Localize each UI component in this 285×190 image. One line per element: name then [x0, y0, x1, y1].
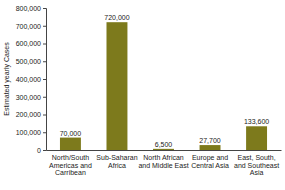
y-tick-label: 800,000: [16, 5, 41, 12]
bar: [106, 22, 127, 150]
y-axis-title: Estimated yearly Cases: [3, 42, 11, 116]
x-tick-label-line: East, South,: [237, 154, 275, 161]
y-tick-mark: [43, 115, 46, 116]
data-label: 70,000: [60, 130, 82, 137]
y-tick-mark: [43, 8, 46, 9]
y-tick: 100,000: [16, 129, 46, 136]
x-tick-label-line: Africa: [108, 162, 126, 169]
y-tick-label: 600,000: [16, 40, 41, 47]
x-tick-label: Sub-SaharanAfrica: [96, 154, 137, 169]
plot: 0 100,000 200,000 300,000 400,000 500,000 600,…: [16, 5, 282, 177]
y-tick: 800,000: [16, 5, 46, 12]
chart: 0 100,000 200,000 300,000 400,000 500,000 600,…: [0, 0, 285, 190]
y-tick-mark: [43, 61, 46, 62]
data-label: 6,500: [155, 141, 173, 148]
y-tick-label: 300,000: [16, 93, 41, 100]
x-axis-line: [47, 150, 282, 151]
x-tick-label: North/SouthAmericas andCarribean: [49, 154, 92, 176]
data-labels: 70,000 720,000 6,500 27,700 133,600: [60, 14, 270, 148]
y-tick: 400,000: [16, 76, 46, 83]
x-tick-label-line: Asia: [250, 169, 264, 176]
y-tick: 300,000: [16, 93, 46, 100]
x-tick: East, South,and SoutheastAsia: [234, 154, 279, 176]
y-axis-line: [43, 9, 47, 151]
x-tick-label: East, South,and SoutheastAsia: [234, 154, 279, 176]
x-tick-label-line: North/South: [52, 154, 89, 161]
x-tick: North/SouthAmericas andCarribean: [49, 154, 92, 176]
y-tick-label: 100,000: [16, 129, 41, 136]
bar: [200, 145, 221, 150]
data-label: 720,000: [104, 14, 129, 21]
y-tick-label: 700,000: [16, 22, 41, 29]
x-tick-label-line: and Middle East: [138, 162, 188, 169]
x-tick-label: Europe andCentral Asia: [191, 154, 229, 169]
y-tick-mark: [43, 26, 46, 27]
x-tick: Europe andCentral Asia: [191, 154, 229, 169]
y-axis: 0 100,000 200,000 300,000 400,000 500,000 600,…: [16, 5, 47, 154]
data-label: 27,700: [199, 137, 221, 144]
y-tick-mark: [43, 44, 46, 45]
x-tick: North Africanand Middle East: [138, 154, 188, 169]
y-tick-label: 0: [37, 147, 41, 154]
x-tick-label-line: Central Asia: [191, 162, 229, 169]
y-tick-label: 400,000: [16, 76, 41, 83]
y-tick: 0: [37, 147, 46, 154]
y-tick: 200,000: [16, 111, 46, 118]
y-tick-label: 500,000: [16, 58, 41, 65]
x-tick-label-line: North African: [143, 154, 184, 161]
x-tick: Sub-SaharanAfrica: [96, 154, 137, 169]
x-tick-label-line: and Southeast: [234, 162, 279, 169]
x-tick-label-line: Sub-Saharan: [96, 154, 137, 161]
y-tick-mark: [43, 79, 46, 80]
x-axis: North/SouthAmericas andCarribean Sub-Saha…: [47, 151, 282, 177]
bar: [246, 126, 267, 150]
y-tick-mark: [43, 132, 46, 133]
y-tick-label: 200,000: [16, 111, 41, 118]
bars: [60, 22, 267, 150]
y-tick-mark: [43, 97, 46, 98]
x-tick-label-line: Americas and: [49, 162, 92, 169]
y-tick: 700,000: [16, 22, 46, 29]
bar: [153, 149, 174, 150]
y-tick: 600,000: [16, 40, 46, 47]
y-tick: 500,000: [16, 58, 46, 65]
x-tick-label: North Africanand Middle East: [138, 154, 188, 169]
bar: [60, 138, 81, 150]
x-tick-label-line: Carribean: [55, 169, 86, 176]
data-label: 133,600: [244, 118, 269, 125]
y-tick-mark: [43, 150, 46, 151]
